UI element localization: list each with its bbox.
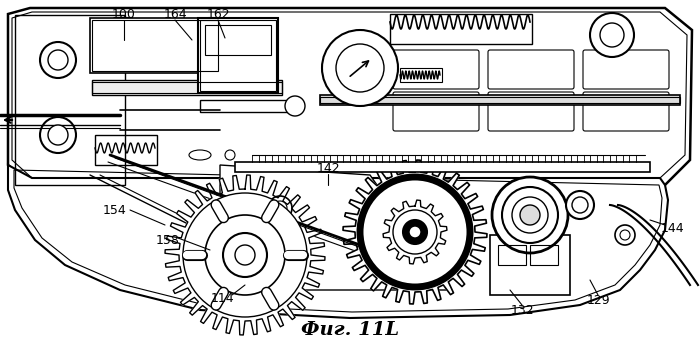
Circle shape bbox=[40, 42, 76, 78]
Circle shape bbox=[336, 44, 384, 92]
Circle shape bbox=[615, 225, 635, 245]
Bar bbox=[498, 245, 526, 265]
Text: 129: 129 bbox=[586, 294, 610, 306]
Polygon shape bbox=[383, 200, 447, 264]
Circle shape bbox=[409, 226, 421, 238]
Polygon shape bbox=[8, 8, 692, 185]
Bar bbox=[320, 97, 680, 103]
Circle shape bbox=[268, 196, 292, 220]
Circle shape bbox=[403, 220, 427, 244]
FancyBboxPatch shape bbox=[488, 92, 574, 131]
Polygon shape bbox=[8, 165, 668, 318]
Text: 162: 162 bbox=[206, 8, 230, 20]
Circle shape bbox=[48, 50, 68, 70]
Circle shape bbox=[600, 23, 624, 47]
Bar bbox=[530, 245, 558, 265]
Circle shape bbox=[393, 210, 437, 254]
Circle shape bbox=[205, 215, 285, 295]
Bar bbox=[200, 100, 290, 112]
Circle shape bbox=[285, 96, 305, 116]
Bar bbox=[95, 135, 157, 165]
Bar bbox=[235, 162, 650, 172]
Bar bbox=[92, 82, 282, 93]
Circle shape bbox=[273, 201, 287, 215]
Polygon shape bbox=[220, 165, 450, 290]
Circle shape bbox=[48, 125, 68, 145]
Bar bbox=[200, 20, 276, 91]
FancyBboxPatch shape bbox=[583, 92, 669, 131]
Circle shape bbox=[502, 187, 558, 243]
Text: 100: 100 bbox=[112, 8, 136, 20]
Text: Фиг. 11L: Фиг. 11L bbox=[301, 321, 399, 339]
Circle shape bbox=[620, 230, 630, 240]
FancyBboxPatch shape bbox=[488, 50, 574, 89]
Circle shape bbox=[235, 245, 255, 265]
Bar bbox=[92, 20, 218, 71]
Bar bbox=[15, 15, 125, 185]
Circle shape bbox=[322, 30, 398, 106]
Bar bbox=[490, 235, 570, 295]
Circle shape bbox=[40, 117, 76, 153]
Circle shape bbox=[183, 193, 307, 317]
Text: 144: 144 bbox=[660, 221, 684, 235]
Polygon shape bbox=[343, 160, 487, 304]
FancyBboxPatch shape bbox=[393, 92, 479, 131]
Ellipse shape bbox=[225, 150, 235, 160]
Ellipse shape bbox=[189, 150, 211, 160]
Text: 114: 114 bbox=[210, 292, 234, 305]
Bar bbox=[198, 18, 278, 93]
FancyBboxPatch shape bbox=[583, 50, 669, 89]
Circle shape bbox=[590, 13, 634, 57]
Bar bbox=[320, 95, 680, 105]
Text: 158: 158 bbox=[156, 234, 180, 246]
Circle shape bbox=[572, 197, 588, 213]
Bar bbox=[400, 68, 442, 82]
Text: 132: 132 bbox=[510, 304, 534, 316]
Circle shape bbox=[566, 191, 594, 219]
Circle shape bbox=[223, 233, 267, 277]
Circle shape bbox=[512, 197, 548, 233]
Circle shape bbox=[520, 205, 540, 225]
Bar bbox=[90, 18, 220, 73]
FancyBboxPatch shape bbox=[393, 50, 479, 89]
Text: 142: 142 bbox=[316, 161, 340, 175]
Polygon shape bbox=[165, 175, 325, 335]
Circle shape bbox=[492, 177, 568, 253]
Bar bbox=[205, 25, 271, 55]
Text: 164: 164 bbox=[163, 8, 187, 20]
Bar bbox=[92, 80, 282, 95]
Text: 154: 154 bbox=[103, 204, 127, 217]
Bar bbox=[390, 14, 532, 44]
